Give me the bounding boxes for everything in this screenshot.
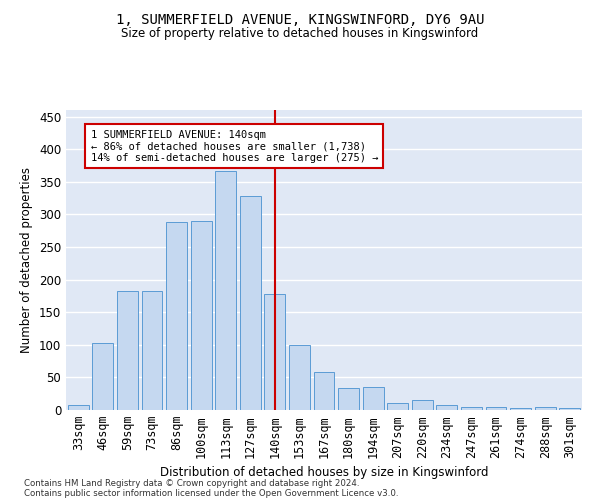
- Text: 1, SUMMERFIELD AVENUE, KINGSWINFORD, DY6 9AU: 1, SUMMERFIELD AVENUE, KINGSWINFORD, DY6…: [116, 12, 484, 26]
- Bar: [485, 406, 506, 410]
- Bar: [142, 290, 163, 410]
- Bar: [314, 372, 334, 410]
- Bar: [412, 400, 433, 410]
- Bar: [436, 406, 457, 410]
- Bar: [387, 403, 408, 410]
- Bar: [92, 344, 113, 410]
- Bar: [265, 294, 286, 410]
- Bar: [510, 408, 531, 410]
- Bar: [338, 388, 359, 410]
- Bar: [117, 290, 138, 410]
- Bar: [240, 196, 261, 410]
- Bar: [461, 408, 482, 410]
- Bar: [559, 408, 580, 410]
- Text: Size of property relative to detached houses in Kingswinford: Size of property relative to detached ho…: [121, 28, 479, 40]
- Bar: [289, 345, 310, 410]
- Bar: [191, 221, 212, 410]
- Bar: [535, 408, 556, 410]
- Bar: [362, 387, 383, 410]
- Y-axis label: Number of detached properties: Number of detached properties: [20, 167, 34, 353]
- Bar: [166, 222, 187, 410]
- Bar: [215, 170, 236, 410]
- Text: Contains public sector information licensed under the Open Government Licence v3: Contains public sector information licen…: [24, 488, 398, 498]
- Text: Contains HM Land Registry data © Crown copyright and database right 2024.: Contains HM Land Registry data © Crown c…: [24, 478, 359, 488]
- Bar: [68, 405, 89, 410]
- X-axis label: Distribution of detached houses by size in Kingswinford: Distribution of detached houses by size …: [160, 466, 488, 479]
- Text: 1 SUMMERFIELD AVENUE: 140sqm
← 86% of detached houses are smaller (1,738)
14% of: 1 SUMMERFIELD AVENUE: 140sqm ← 86% of de…: [91, 130, 378, 163]
